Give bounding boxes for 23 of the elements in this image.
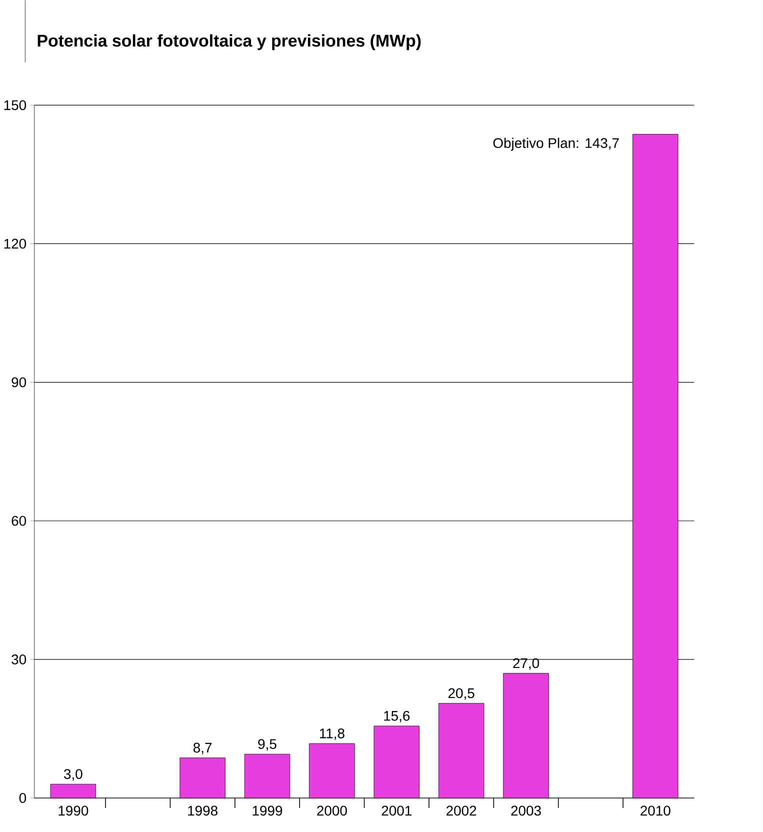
x-tick-label: 2000: [317, 806, 347, 816]
x-tick-label: 1998: [188, 806, 218, 816]
y-tick-label: 90: [12, 377, 26, 388]
x-tick-label: 1999: [252, 806, 282, 816]
y-tick-label: 30: [12, 654, 26, 664]
x-tick-label: 1990: [58, 806, 88, 816]
x-tick-label: 2001: [382, 806, 412, 816]
y-tick-label: 0: [19, 793, 26, 803]
data-label: 8,7: [193, 742, 212, 754]
y-tick-label: 120: [4, 238, 26, 249]
data-label: 11,8: [320, 728, 344, 740]
data-label: 27,0: [513, 658, 540, 670]
chart-title: Potencia solar fotovoltaica y previsiones (MWp): [38, 34, 421, 50]
y-tick-label: 150: [4, 100, 26, 110]
data-label: 20,5: [448, 688, 474, 700]
data-label: 3,0: [64, 769, 82, 781]
x-tick-label: 2003: [511, 806, 541, 816]
x-tick-label: 2002: [446, 806, 476, 816]
y-tick-label: 60: [12, 516, 26, 526]
annotation: Objetivo Plan: 143,7: [493, 138, 619, 151]
data-label: 15,6: [384, 710, 410, 722]
x-tick-label: 2010: [640, 806, 670, 816]
data-label: 9,5: [258, 739, 276, 751]
